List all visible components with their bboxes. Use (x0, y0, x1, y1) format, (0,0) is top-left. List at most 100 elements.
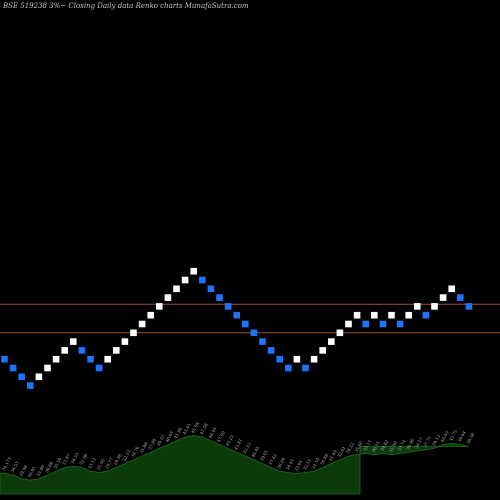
volume-label: 34.55 (70, 451, 80, 464)
volume-label: 35.59 (53, 456, 63, 469)
renko-brick-down (199, 276, 206, 284)
volume-label: 33.11 (362, 439, 372, 452)
volume-label: 30.88 (319, 453, 329, 466)
volume-label: 38.58 (465, 432, 475, 445)
volume-label: 30.95 (27, 465, 37, 478)
renko-brick-down (27, 382, 34, 389)
volume-label: 33.05 (293, 459, 303, 472)
volume-label: 31.49 (328, 449, 338, 462)
renko-brick-down (285, 364, 292, 372)
renko-brick-up (130, 329, 137, 337)
renko-brick-down (396, 320, 404, 328)
renko-brick-down (276, 355, 283, 363)
renko-brick-up (121, 338, 129, 345)
volume-label: 35.60 (354, 440, 364, 453)
renko-brick-down (95, 364, 103, 372)
volume-label: 35.88 (139, 441, 149, 454)
volume-label: 29.98 (113, 453, 123, 466)
renko-brick-up (448, 285, 455, 293)
volume-area-shape (0, 435, 469, 495)
chart-title: BSE 519238 3%~ Closing Daily data Renko … (3, 2, 249, 10)
volume-label: 39.12 (431, 434, 441, 447)
volume-label: 33.49 (35, 464, 45, 477)
renko-brick-up (345, 320, 352, 328)
renko-brick-up (181, 276, 189, 284)
volume-label: 43.45 (182, 422, 192, 435)
renko-brick-up (414, 303, 421, 310)
volume-label: 41.66 (173, 426, 183, 439)
renko-brick-down (224, 303, 232, 310)
volume-label: 33.74 (397, 439, 407, 452)
renko-brick-up (173, 285, 180, 293)
volume-label: 37.71 (422, 435, 432, 448)
volume-label: 36.96 (405, 437, 415, 450)
volume-label: 47.58 (199, 422, 209, 435)
renko-brick-down (78, 347, 86, 354)
volume-label: 40.83 (440, 430, 450, 443)
renko-brick-up (70, 338, 77, 345)
volume-label: 29.98 (18, 464, 28, 477)
renko-brick-down (242, 320, 249, 328)
volume-label: 34.82 (379, 439, 389, 452)
renko-brick-down (9, 364, 17, 372)
renko-brick-up (113, 347, 120, 354)
volume-label: 42.12 (242, 441, 252, 454)
volume-label: 39.64 (457, 430, 467, 443)
volume-label: 34.17 (414, 436, 424, 449)
volume-label: 39.01 (259, 449, 269, 462)
volume-label: 34.53 (10, 460, 20, 473)
volume-label: 32.81 (336, 445, 346, 458)
volume-label: 34.76 (130, 445, 140, 458)
renko-brick-up (371, 311, 378, 319)
renko-brick-up (35, 373, 43, 381)
renko-brick-up (293, 355, 301, 363)
volume-label: 34.43 (285, 458, 295, 471)
renko-brick-up (190, 267, 197, 275)
renko-brick-down (267, 347, 275, 354)
renko-brick-down (1, 355, 8, 363)
renko-brick-up (138, 320, 146, 328)
volume-label: 42.75 (448, 429, 458, 442)
renko-brick-up (405, 311, 412, 319)
volume-label: 40.45 (250, 445, 260, 458)
renko-brick-down (422, 311, 430, 319)
volume-label: 31.10 (311, 456, 321, 469)
volume-label: 29.77 (104, 456, 114, 469)
volume-label: 36.09 (276, 456, 286, 469)
renko-brick-down (379, 320, 387, 328)
volume-label: 37.42 (268, 453, 278, 466)
renko-brick-down (250, 329, 258, 337)
renko-brick-down (87, 355, 94, 363)
volume-label: 40.65 (164, 430, 174, 443)
volume-label: 33.51 (87, 456, 97, 469)
renko-brick-down (18, 373, 25, 381)
volume-label: 35.90 (388, 440, 398, 453)
renko-brick-down (457, 294, 464, 301)
renko-brick-up (44, 364, 51, 372)
renko-brick-down (465, 303, 473, 310)
renko-brick-up (388, 311, 395, 319)
volume-label: 43.81 (233, 437, 243, 450)
volume-label: 31.56 (96, 458, 106, 471)
renko-brick-up (439, 294, 447, 301)
renko-brick-down (207, 285, 215, 293)
renko-brick-down (302, 364, 309, 372)
volume-labels: 34.17534.5329.9830.9533.4936.6635.5933.8… (1, 421, 476, 479)
renko-brick-up (164, 294, 172, 301)
volume-label: 36.55 (371, 440, 381, 453)
volume-label: 48.45 (207, 426, 217, 439)
renko-brick-up (319, 347, 326, 354)
renko-bricks (1, 267, 473, 389)
volume-area (0, 435, 469, 495)
renko-brick-down (216, 294, 223, 301)
renko-brick-down (259, 338, 266, 345)
renko-brick-down (362, 320, 369, 328)
renko-brick-up (353, 311, 361, 319)
volume-label: 32.51 (302, 458, 312, 471)
volume-label: 34.22 (345, 441, 355, 454)
volume-label: 36.66 (44, 460, 54, 473)
renko-brick-up (328, 338, 335, 345)
renko-brick-up (156, 303, 163, 310)
volume-label: 33.87 (61, 453, 71, 466)
